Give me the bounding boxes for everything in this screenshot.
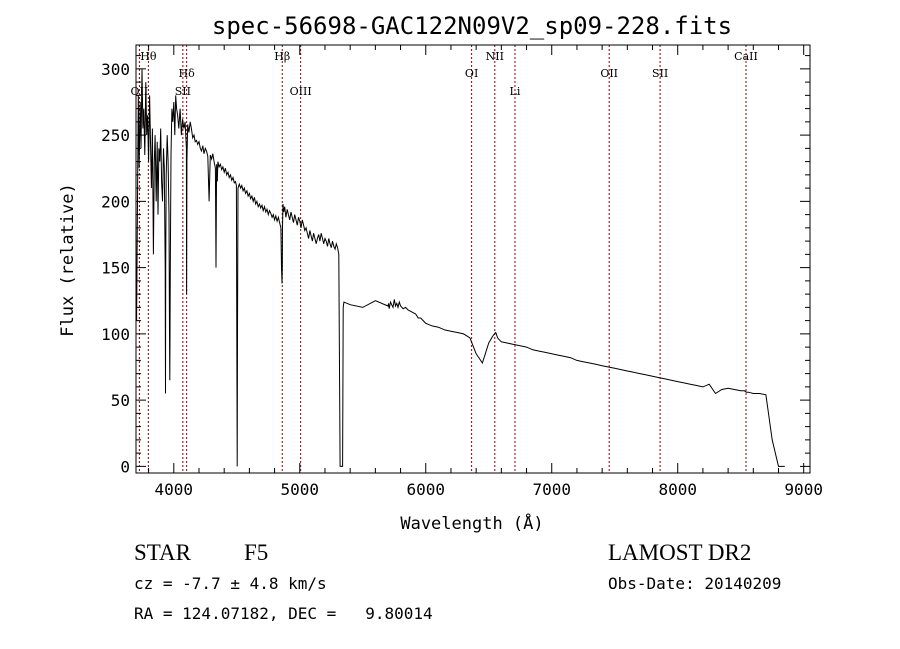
y-tick-label-6: 300 [101, 60, 130, 79]
line-label-10: SII [652, 67, 668, 80]
redshift-text: cz = -7.7 ± 4.8 km/s [134, 574, 327, 593]
x-tick-label-1: 5000 [281, 480, 320, 499]
axes: 4000 5000 6000 7000 8000 9000 0 50 100 150 200 250 3… [101, 44, 823, 499]
spectral-line-markers: Hθ OII Hδ SII Hβ OIII OI NII Li OII SII CaII [131, 45, 758, 473]
y-tick-label-1: 50 [111, 391, 130, 410]
x-tick-label-5: 9000 [784, 480, 823, 499]
spectrum-line [135, 68, 785, 467]
line-label-11: CaII [734, 50, 758, 63]
line-label-4: Hβ [274, 50, 290, 63]
line-label-9: OII [600, 67, 618, 80]
object-subclass: F5 [244, 540, 269, 565]
y-tick-label-3: 150 [101, 259, 130, 278]
y-tick-label-2: 100 [101, 325, 130, 344]
x-tick-label-3: 7000 [532, 480, 571, 499]
line-label-6: OI [465, 67, 478, 80]
x-tick-label-4: 8000 [658, 480, 697, 499]
line-label-5: OIII [290, 85, 312, 98]
y-axis-label: Flux (relative) [58, 183, 78, 337]
obs-date: Obs-Date: 20140209 [608, 574, 782, 593]
chart-title: spec-56698-GAC122N09V2_sp09-228.fits [212, 12, 732, 40]
survey-name: LAMOST DR2 [608, 540, 752, 565]
coordinates: RA = 124.07182, DEC = 9.80014 [134, 604, 433, 623]
x-tick-label-2: 6000 [406, 480, 445, 499]
y-tick-label-0: 0 [120, 457, 130, 476]
plot-frame [135, 44, 811, 474]
line-label-1: OII [131, 85, 149, 98]
y-tick-label-5: 250 [101, 126, 130, 145]
object-class: STAR [134, 540, 191, 565]
line-label-3: SII [175, 85, 191, 98]
line-label-7: NII [486, 50, 504, 63]
spectrum-series [135, 68, 785, 467]
y-tick-label-4: 200 [101, 192, 130, 211]
line-label-0: Hθ [140, 50, 157, 63]
x-tick-label-0: 4000 [155, 480, 194, 499]
x-axis-label: Wavelength (Å) [400, 512, 543, 534]
line-label-8: Li [510, 85, 521, 98]
line-label-2: Hδ [179, 67, 196, 80]
